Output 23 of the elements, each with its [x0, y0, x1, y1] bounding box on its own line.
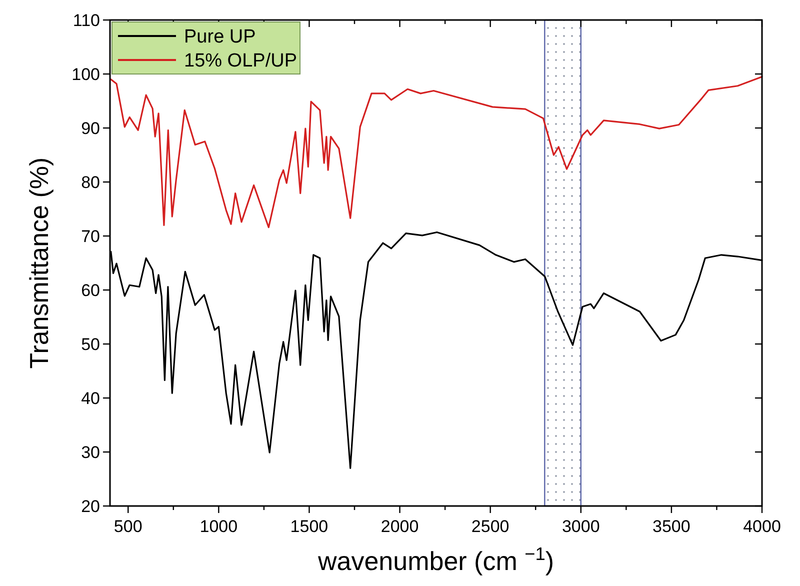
legend-label: 15% OLP/UP — [184, 50, 297, 72]
y-tick-label: 60 — [81, 280, 100, 300]
y-tick-label: 70 — [81, 226, 100, 246]
y-tick-label: 20 — [81, 496, 100, 516]
line-series — [110, 76, 763, 228]
x-tick-label: 2000 — [380, 517, 419, 536]
x-tick-label: 1500 — [290, 517, 328, 536]
x-tick-label: 2500 — [471, 517, 510, 536]
x-tick-label: 4000 — [743, 517, 781, 536]
x-axis-title: wavenumber (cm $^{−1}$) — [316, 544, 554, 576]
y-tick-label: 40 — [81, 388, 100, 408]
y-tick-label: 50 — [81, 334, 100, 354]
x-tick-label: 1000 — [200, 517, 238, 536]
y-tick-label: 80 — [81, 172, 100, 192]
y-tick-label: 100 — [72, 64, 100, 84]
legend-label: Pure UP — [184, 26, 256, 48]
y-tick-label: 110 — [72, 10, 100, 30]
x-tick-label: 3500 — [652, 517, 690, 536]
y-axis-title: Transmittance (%) — [24, 157, 54, 369]
x-tick-label: 3000 — [562, 517, 600, 536]
y-tick-label: 90 — [81, 118, 100, 138]
x-tick-label: 500 — [114, 517, 142, 536]
y-tick-label: 30 — [81, 442, 100, 462]
